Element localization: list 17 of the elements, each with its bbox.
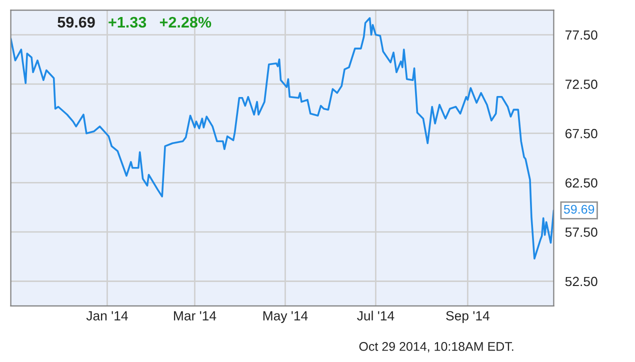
annotation: +1.33	[108, 16, 146, 28]
y-tick-label: 57.50	[565, 228, 598, 237]
y-tick-label: 72.50	[566, 80, 598, 89]
annotation: 59.69	[564, 204, 594, 214]
line-series	[10, 17, 554, 260]
y-tick-label: 77.50	[566, 30, 598, 40]
x-tick-label: May '14	[263, 311, 308, 324]
y-tick-label: 52.50	[565, 276, 598, 286]
x-tick-label: Jul '14	[357, 310, 394, 320]
text: Oct 29 2014, 10:18AM EDT.	[359, 342, 514, 352]
annotation: +2.28%	[160, 16, 212, 28]
annotation: 59.69	[58, 16, 95, 28]
x-tick-label: Jan '14	[86, 311, 128, 320]
x-tick-label: Sep '14	[446, 311, 490, 324]
y-tick-label: 67.50	[566, 128, 598, 138]
x-tick-label: Mar '14	[174, 311, 216, 320]
y-tick-label: 62.50	[566, 178, 598, 188]
